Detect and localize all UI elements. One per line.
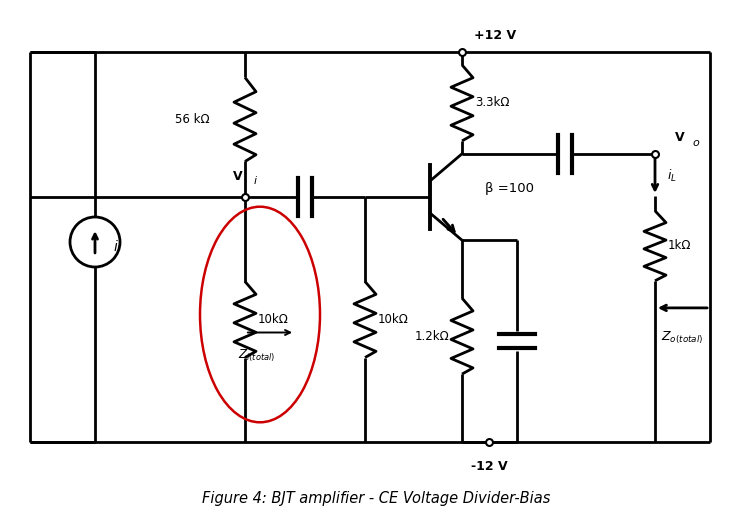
Text: -12 V: -12 V [471, 460, 508, 473]
Text: $Z_{o(total)}$: $Z_{o(total)}$ [661, 330, 703, 346]
Text: Figure 4: BJT amplifier - CE Voltage Divider-Bias: Figure 4: BJT amplifier - CE Voltage Div… [203, 492, 550, 507]
Text: 1kΩ: 1kΩ [668, 239, 691, 252]
Text: $o$: $o$ [692, 138, 700, 148]
Text: V: V [233, 170, 242, 183]
Text: 10kΩ: 10kΩ [258, 313, 289, 326]
Text: $i_L$: $i_L$ [667, 168, 677, 184]
Text: $Z_{i(total)}$: $Z_{i(total)}$ [238, 347, 275, 364]
Text: β =100: β =100 [485, 183, 534, 195]
Text: 1.2kΩ: 1.2kΩ [414, 330, 449, 343]
Text: $i$: $i$ [253, 174, 258, 186]
Text: 56 kΩ: 56 kΩ [175, 113, 210, 126]
Text: 3.3kΩ: 3.3kΩ [475, 96, 510, 110]
Text: $i_i$: $i_i$ [113, 238, 121, 256]
Text: V: V [675, 131, 684, 144]
Text: 10kΩ: 10kΩ [378, 313, 409, 326]
Text: +12 V: +12 V [474, 29, 516, 42]
